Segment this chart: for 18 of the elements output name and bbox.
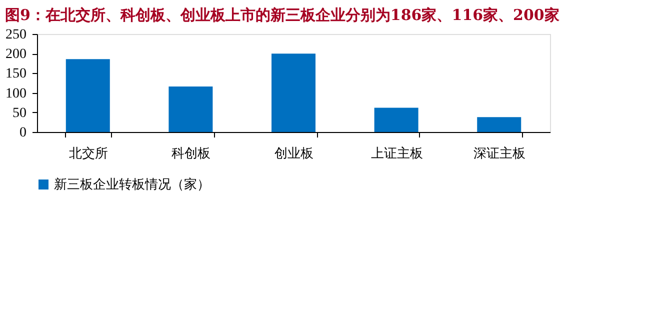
y-tick-label: 150	[6, 66, 26, 82]
y-tick-label: 100	[6, 86, 26, 102]
x-tick-label: 深证主板	[474, 146, 526, 162]
y-tick-label: 250	[6, 28, 26, 42]
bar	[477, 117, 522, 132]
x-tick-label: 上证主板	[370, 146, 423, 162]
x-tick-label: 科创板	[172, 146, 211, 162]
y-tick-label: 200	[6, 47, 26, 62]
bar	[168, 86, 213, 132]
chart-title: 图9：在北交所、科创板、创业板上市的新三板企业分别为186家、116家、200家	[5, 6, 560, 24]
y-tick-label: 0	[20, 126, 26, 140]
x-tick-label: 北交所	[68, 146, 108, 162]
bar	[272, 54, 316, 132]
legend-label: 新三板企业转板情况（家）	[54, 176, 210, 192]
x-tick-label: 创业板	[274, 146, 314, 162]
y-tick-label: 50	[12, 106, 26, 121]
bar	[66, 59, 110, 132]
bar	[374, 108, 418, 132]
